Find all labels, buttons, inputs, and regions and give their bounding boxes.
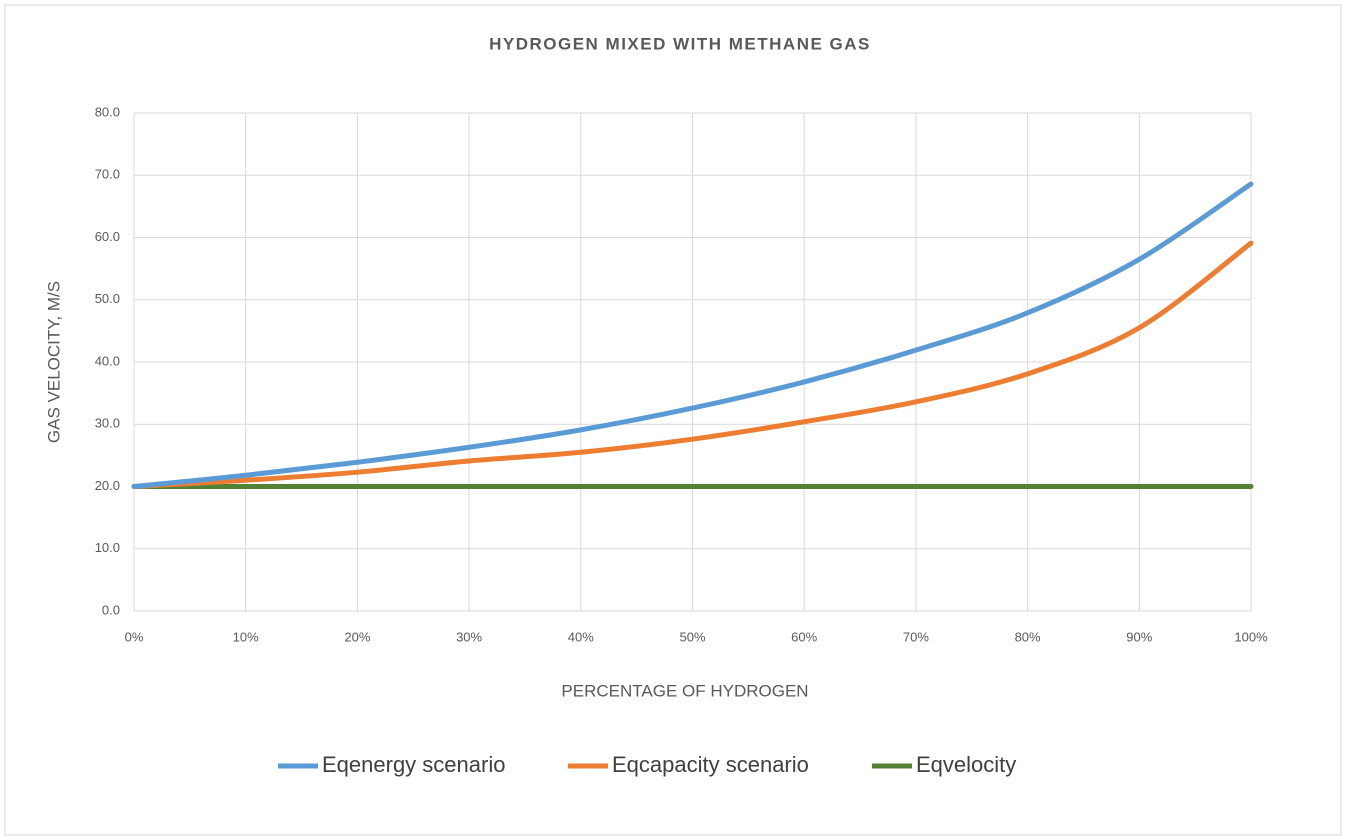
x-tick-label: 30% xyxy=(456,629,482,644)
y-axis-title: GAS VELOCITY, M/S xyxy=(44,281,63,443)
chart-title: HYDROGEN MIXED WITH METHANE GAS xyxy=(489,34,871,53)
legend-label: Eqcapacity scenario xyxy=(612,752,809,777)
x-tick-label: 60% xyxy=(791,629,817,644)
y-tick-label: 20.0 xyxy=(95,478,120,493)
x-tick-label: 0% xyxy=(125,629,144,644)
series-line xyxy=(131,181,1254,489)
grid xyxy=(133,112,1252,612)
y-tick-label: 10.0 xyxy=(95,540,120,555)
y-tick-label: 50.0 xyxy=(95,291,120,306)
x-tick-label: 40% xyxy=(568,629,594,644)
x-tick-label: 70% xyxy=(903,629,929,644)
x-tick-label: 20% xyxy=(344,629,370,644)
y-tick-label: 30.0 xyxy=(95,416,120,431)
y-tick-label: 60.0 xyxy=(95,229,120,244)
legend-label: Eqenergy scenario xyxy=(322,752,505,777)
x-axis-title: PERCENTAGE OF HYDROGEN xyxy=(561,681,808,700)
x-tick-label: 80% xyxy=(1015,629,1041,644)
y-tick-label: 70.0 xyxy=(95,167,120,182)
chart-frame xyxy=(4,4,1342,836)
x-tick-label: 90% xyxy=(1126,629,1152,644)
y-tick-label: 0.0 xyxy=(102,602,120,617)
legend-label: Eqvelocity xyxy=(916,752,1016,777)
y-tick-label: 80.0 xyxy=(95,104,120,119)
x-tick-label: 100% xyxy=(1234,629,1268,644)
series-line xyxy=(131,240,1254,489)
x-tick-label: 10% xyxy=(233,629,259,644)
lines xyxy=(131,181,1254,489)
x-tick-label: 50% xyxy=(679,629,705,644)
y-tick-label: 40.0 xyxy=(95,353,120,368)
